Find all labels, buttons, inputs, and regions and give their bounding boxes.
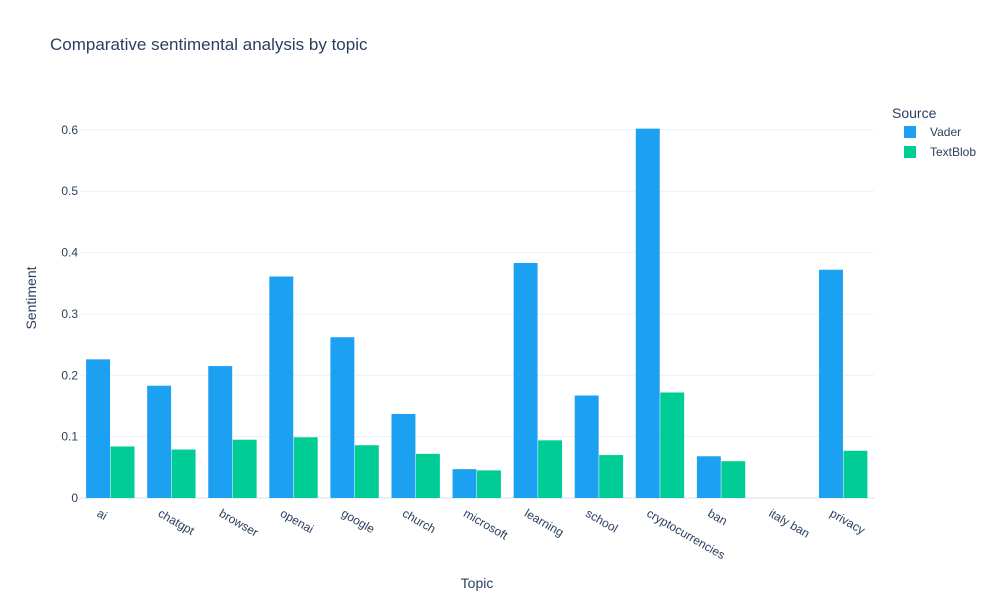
legend[interactable]: Source Vader TextBlob: [892, 105, 976, 159]
x-tick-label: ai: [95, 506, 110, 523]
y-tick-label: 0.3: [61, 307, 78, 321]
bar-vader-privacy[interactable]: [819, 269, 843, 498]
x-tick-label: chatgpt: [156, 506, 198, 538]
y-tick-label: 0.5: [61, 184, 78, 198]
bar-textblob-learning[interactable]: [538, 440, 563, 498]
x-tick-label: ban: [705, 506, 729, 528]
bar-vader-microsoft[interactable]: [452, 469, 477, 498]
y-tick-label: 0.1: [61, 430, 78, 444]
x-tick-label: italy ban: [766, 506, 812, 540]
bar-textblob-browser[interactable]: [232, 439, 257, 498]
bars: [86, 128, 868, 498]
y-tick-label: 0.4: [61, 246, 78, 260]
bar-vader-learning[interactable]: [513, 263, 538, 498]
bar-vader-school[interactable]: [574, 395, 599, 498]
x-axis-ticks: ai chatgpt browser openai google church micros…: [95, 506, 868, 562]
bar-textblob-church[interactable]: [415, 453, 440, 498]
bar-textblob-google[interactable]: [354, 445, 379, 498]
bar-textblob-ban[interactable]: [721, 461, 746, 498]
chart-title: Comparative sentimental analysis by topi…: [50, 35, 368, 54]
bar-textblob-ai[interactable]: [110, 446, 135, 498]
bar-vader-cryptocurrencies[interactable]: [635, 128, 660, 498]
legend-label-vader[interactable]: Vader: [930, 125, 961, 139]
bar-vader-openai[interactable]: [269, 276, 294, 498]
legend-title: Source: [892, 105, 937, 121]
bar-vader-ban[interactable]: [696, 456, 721, 498]
x-tick-label: google: [339, 506, 377, 536]
bar-vader-church[interactable]: [391, 413, 416, 498]
y-axis-ticks: 0 0.1 0.2 0.3 0.4 0.5 0.6: [61, 123, 78, 505]
x-tick-label: school: [583, 506, 620, 535]
bar-vader-browser[interactable]: [208, 366, 233, 498]
y-tick-label: 0: [71, 491, 78, 505]
bar-vader-google[interactable]: [330, 337, 355, 498]
bar-textblob-privacy[interactable]: [843, 450, 868, 498]
bar-textblob-chatgpt[interactable]: [171, 449, 196, 498]
x-tick-label: openai: [278, 506, 316, 536]
x-tick-label: microsoft: [461, 506, 511, 543]
bar-textblob-school[interactable]: [599, 455, 624, 498]
x-tick-label: learning: [522, 506, 566, 539]
y-tick-label: 0.2: [61, 368, 78, 382]
bar-vader-ai[interactable]: [86, 359, 111, 498]
bar-textblob-microsoft[interactable]: [477, 470, 501, 498]
legend-swatch-textblob[interactable]: [904, 146, 916, 158]
y-axis-title: Sentiment: [23, 266, 39, 329]
legend-swatch-vader[interactable]: [904, 126, 916, 138]
x-tick-label: privacy: [828, 506, 868, 537]
x-tick-label: church: [400, 506, 438, 536]
x-tick-label: browser: [217, 506, 261, 539]
bar-textblob-openai[interactable]: [293, 437, 318, 498]
x-axis-title: Topic: [461, 575, 494, 591]
legend-label-textblob[interactable]: TextBlob: [930, 145, 976, 159]
bar-vader-chatgpt[interactable]: [147, 385, 172, 498]
bar-textblob-cryptocurrencies[interactable]: [660, 392, 685, 498]
y-tick-label: 0.6: [61, 123, 78, 137]
gridlines: [80, 129, 874, 499]
